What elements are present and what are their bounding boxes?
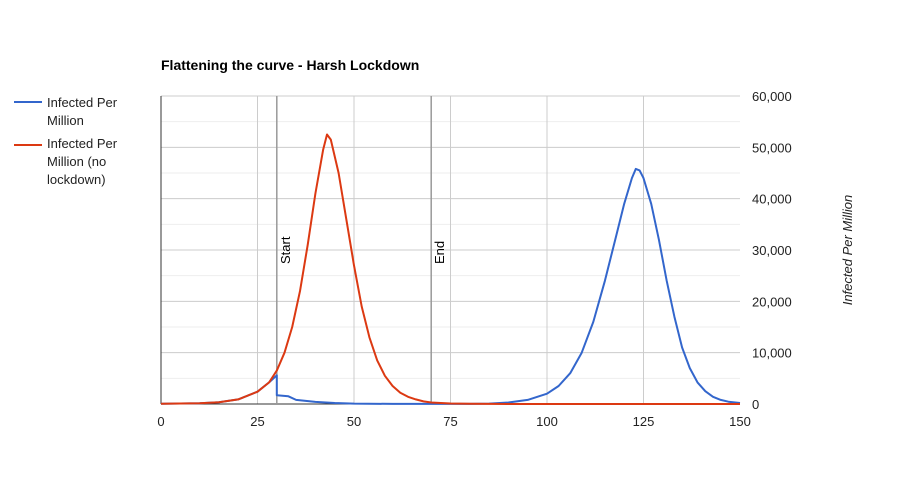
y-tick-label: 50,000	[752, 140, 792, 155]
annotation-label: End	[432, 241, 447, 264]
legend-label-no-lockdown: Infected Per Million (no lockdown)	[47, 136, 121, 187]
x-tick-label: 100	[536, 414, 558, 429]
y-tick-label: 30,000	[752, 243, 792, 258]
x-tick-label: 25	[250, 414, 264, 429]
series-line	[160, 167, 741, 405]
legend-item-infected[interactable]: Infected Per Million	[14, 95, 121, 128]
x-tick-label: 150	[729, 414, 751, 429]
y-tick-label: 40,000	[752, 192, 792, 207]
y-tick-label: 60,000	[752, 89, 792, 104]
plot-area: 0 10,000 20,000 30,000 40,000 50,000 60,000 0 25…	[157, 89, 791, 429]
y-tick-label: 10,000	[752, 346, 792, 361]
chart-title: Flattening the curve - Harsh Lockdown	[161, 57, 419, 73]
y-axis-title: Infected Per Million	[840, 195, 855, 306]
annotation-label: Start	[278, 236, 293, 264]
y-tick-label: 20,000	[752, 294, 792, 309]
x-tick-label: 75	[443, 414, 457, 429]
x-tick-label: 0	[157, 414, 164, 429]
x-tick-label: 125	[633, 414, 655, 429]
y-tick-label: 0	[752, 397, 759, 412]
series-line	[160, 133, 740, 405]
legend-item-no-lockdown[interactable]: Infected Per Million (no lockdown)	[14, 136, 121, 187]
legend: Infected Per Million Infected Per Millio…	[14, 95, 121, 187]
x-tick-label: 50	[347, 414, 361, 429]
legend-label-infected: Infected Per Million	[47, 95, 121, 128]
